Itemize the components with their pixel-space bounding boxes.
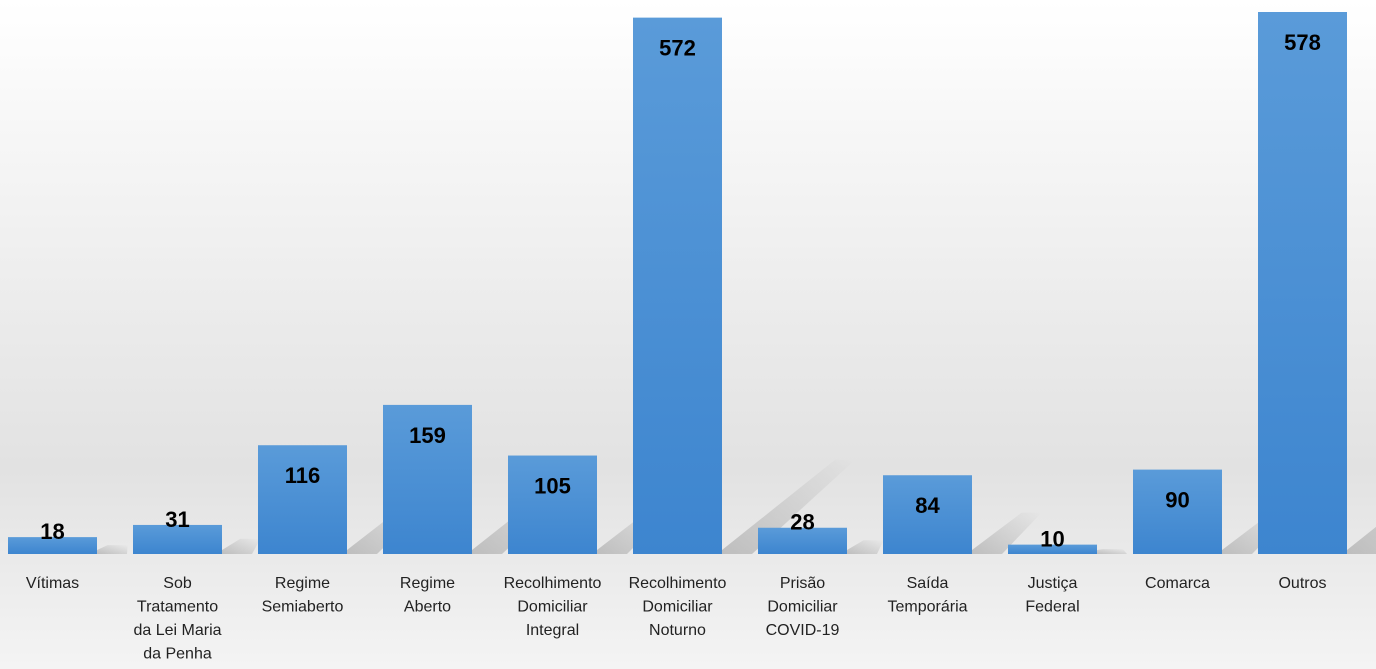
category-label: Prisão Domiciliar COVID-19 <box>766 575 840 639</box>
data-label: 105 <box>534 474 571 499</box>
category-label: Justiça Federal <box>1025 575 1079 616</box>
category-label-line: Comarca <box>1145 575 1210 592</box>
bar <box>133 524 222 554</box>
bar-shadow <box>1347 526 1376 554</box>
bar <box>8 537 97 554</box>
bar <box>383 404 472 554</box>
data-label: 31 <box>165 507 189 532</box>
data-label: 28 <box>790 510 814 535</box>
category-label-line: Outros <box>1278 575 1326 592</box>
category-label-line: Recolhimento <box>629 575 727 592</box>
category-label-line: Domiciliar <box>642 599 713 616</box>
category-label-line: Federal <box>1025 599 1079 616</box>
category-label-line: Vítimas <box>26 575 79 592</box>
category-label-line: Domiciliar <box>517 599 588 616</box>
category-label-line: COVID-19 <box>766 622 840 639</box>
category-label-line: Regime <box>275 575 330 592</box>
category-label: Vítimas <box>26 575 79 592</box>
category-label: Outros <box>1278 575 1326 592</box>
bar <box>258 445 347 554</box>
category-label-line: Integral <box>526 622 579 639</box>
bars-group <box>8 12 1347 555</box>
category-label-line: da Penha <box>143 646 212 663</box>
data-label: 10 <box>1040 527 1064 552</box>
category-label-line: Semiaberto <box>262 599 344 616</box>
data-label: 18 <box>40 519 64 544</box>
bar <box>633 17 722 555</box>
category-label: Saída Temporária <box>887 575 967 616</box>
category-label: Comarca <box>1145 575 1210 592</box>
bar <box>1133 469 1222 554</box>
category-label-line: Regime <box>400 575 455 592</box>
bar <box>1258 12 1347 554</box>
category-label-line: Noturno <box>649 622 706 639</box>
data-label: 90 <box>1165 488 1189 513</box>
category-label-line: Recolhimento <box>504 575 602 592</box>
bar <box>1008 544 1097 554</box>
bar <box>508 455 597 554</box>
category-label: Regime Semiaberto <box>262 575 344 616</box>
category-label-line: Tratamento <box>137 599 218 616</box>
category-label-line: Domiciliar <box>767 599 838 616</box>
data-label: 84 <box>915 493 940 518</box>
bar <box>758 527 847 554</box>
bar-shadow <box>722 459 856 554</box>
category-label-line: Justiça <box>1028 575 1078 592</box>
data-label: 116 <box>285 463 321 488</box>
data-label: 572 <box>659 36 696 61</box>
category-label-line: Prisão <box>780 575 825 592</box>
category-label-line: Temporária <box>887 599 967 616</box>
bar-shadow <box>972 512 1042 554</box>
category-label: Recolhimento Domiciliar Integral <box>504 575 602 639</box>
bar <box>883 475 972 554</box>
category-label-line: Saída <box>907 575 949 592</box>
category-label-line: Sob <box>163 575 192 592</box>
bar-shadow <box>847 540 884 554</box>
category-label: Sob Tratamento da Lei Maria da Penha <box>133 575 221 663</box>
data-label: 159 <box>409 423 446 448</box>
category-label-line: Aberto <box>404 599 451 616</box>
category-label-line: da Lei Maria <box>133 622 221 639</box>
bar-shadow <box>1097 549 1127 554</box>
category-label: Regime Aberto <box>400 575 455 616</box>
bar-shadow <box>97 545 128 554</box>
category-labels-group: Vítimas Sob Tratamento da Lei Maria da Penha… <box>26 575 1327 663</box>
data-labels-group: 18 31 116 159 105 572 28 84 10 90 578 <box>40 30 1321 552</box>
category-label: Recolhimento Domiciliar Noturno <box>629 575 727 639</box>
data-label: 578 <box>1284 30 1321 55</box>
bar-shadow <box>222 538 261 554</box>
